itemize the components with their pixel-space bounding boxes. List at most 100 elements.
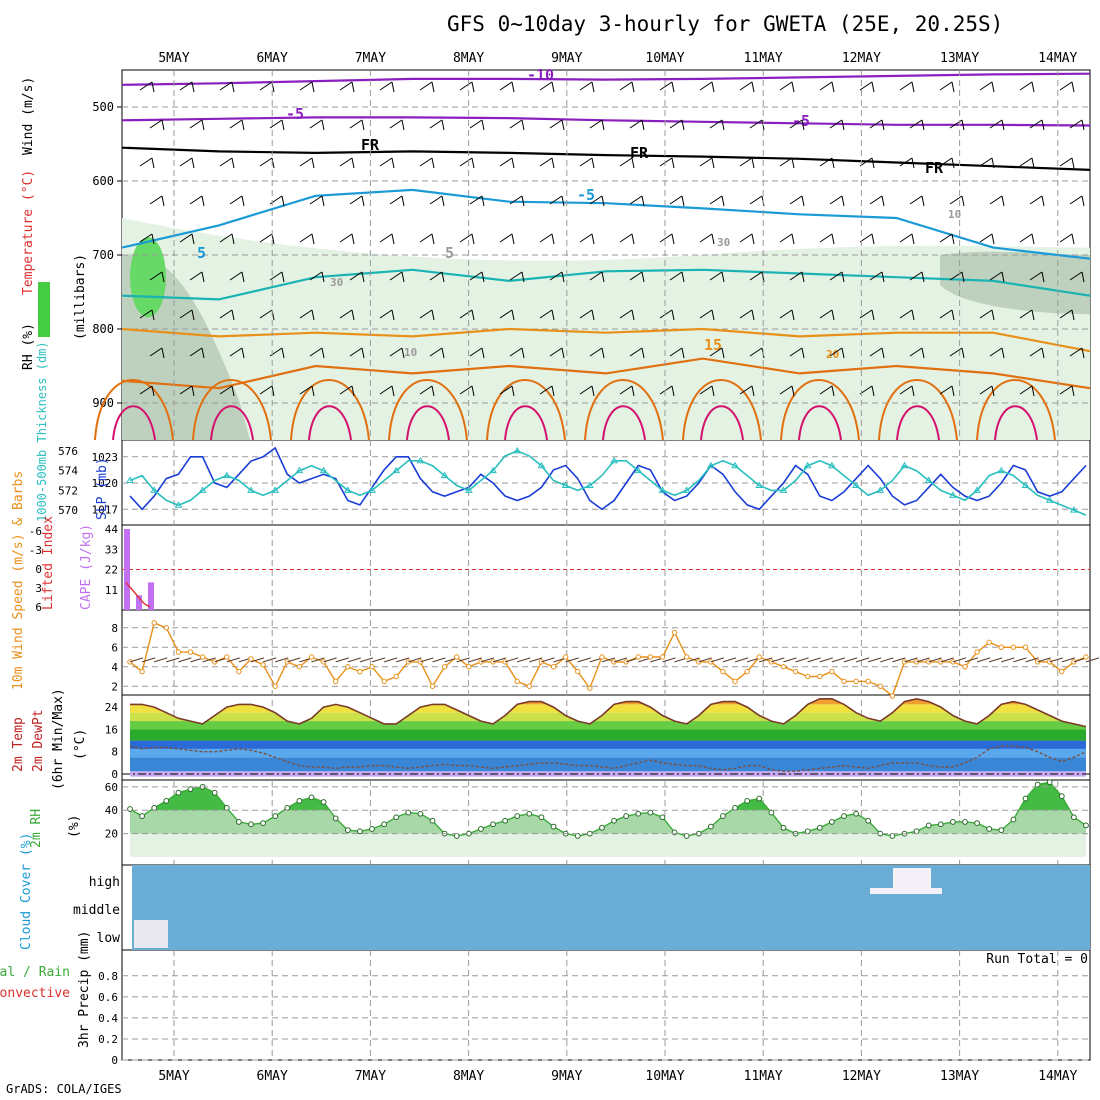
upper-wind-barb (349, 347, 365, 359)
barb-staff (1019, 233, 1033, 243)
upper-wind-barb (189, 271, 205, 283)
barb-staff (949, 195, 963, 205)
rh-point (344, 827, 351, 834)
wind-barb-10m (1061, 657, 1075, 663)
upper-wind-barb (1069, 119, 1085, 131)
barb-flag (791, 157, 795, 169)
barb-flag (831, 81, 835, 93)
rh-unit-label: (%) (67, 815, 82, 838)
rh-point (1010, 816, 1017, 823)
wind-barb-10m (262, 657, 277, 663)
thickness-point (368, 486, 376, 493)
barb-staff (469, 195, 483, 205)
barb-staff (309, 271, 323, 281)
upper-wind-barb (229, 271, 245, 283)
barb-flag (631, 157, 635, 169)
wind-speed-point (780, 664, 787, 670)
barb-flag (641, 347, 645, 359)
barb-flag (1071, 385, 1075, 397)
upper-wind-barb (909, 271, 925, 283)
barb-staff (389, 347, 403, 357)
barb-staff (579, 309, 593, 319)
barb-flag (1081, 119, 1085, 131)
barb-staff (149, 119, 163, 129)
thickness-point (1021, 481, 1030, 488)
rh-point (574, 833, 581, 839)
barb-flag (1071, 157, 1075, 169)
upper-wind-barb (1059, 309, 1075, 321)
upper-wind-barb (259, 385, 275, 397)
barb-flag (681, 271, 685, 283)
barb-staff (539, 157, 553, 167)
barb-staff (379, 233, 393, 243)
barb-staff (1029, 119, 1043, 129)
upper-wind-barb (539, 385, 555, 397)
barb-flag (1031, 233, 1035, 245)
upper-wind-barb (949, 195, 965, 207)
upper-wind-barb (259, 157, 275, 169)
upper-wind-barb (299, 81, 315, 93)
barb-flag (471, 157, 475, 169)
upper-wind-barb (1059, 385, 1075, 397)
barb-staff (939, 309, 953, 319)
barb-flag (921, 119, 925, 131)
thickness-point (973, 486, 981, 493)
footer-credit: GrADS: COLA/IGES (6, 1082, 122, 1096)
barb-staff (659, 81, 673, 91)
wind-barb-10m (722, 657, 737, 663)
barb-staff (629, 119, 643, 129)
wind-barb-10m (141, 657, 156, 663)
rh-point (841, 813, 847, 819)
thickness-point (1045, 496, 1054, 503)
upper-wind-barb (229, 195, 245, 207)
wind-barb-10m (347, 657, 361, 663)
barb-staff (1069, 271, 1083, 281)
cape-tick-label: 44 (105, 523, 119, 536)
isotherm-25-bump (976, 379, 1056, 441)
barb-staff (739, 81, 753, 91)
barb-flag (961, 347, 965, 359)
upper-wind-barb (179, 309, 195, 321)
barb-flag (631, 385, 635, 397)
wind-barb-10m (613, 657, 628, 663)
barb-flag (801, 271, 805, 283)
barb-flag (591, 233, 595, 245)
upper-wind-barb (339, 157, 355, 169)
rh-point (962, 819, 968, 825)
upper-wind-barb (779, 157, 795, 169)
rh-point (780, 824, 787, 831)
wind-speed-point (671, 629, 678, 636)
barb-staff (509, 119, 523, 129)
wind-barb-10m (517, 657, 531, 663)
wind-speed-point (732, 678, 738, 685)
barb-staff (909, 119, 923, 129)
barb-staff (979, 233, 993, 243)
barb-staff (1069, 347, 1083, 357)
thickness-point (198, 486, 207, 493)
upper-wind-barb (669, 347, 685, 359)
barb-flag (561, 271, 565, 283)
top-day-label: 6MAY (257, 51, 288, 66)
temp-color-band (130, 698, 1086, 705)
precip-tick-label: 0.4 (98, 1012, 118, 1025)
barb-staff (819, 385, 833, 395)
barb-flag (961, 195, 965, 207)
slp-line (129, 446, 1087, 511)
upper-wind-barb (1019, 385, 1035, 397)
barb-staff (749, 347, 763, 357)
barb-staff (259, 309, 273, 319)
cape-bar (148, 582, 154, 610)
barb-flag (951, 233, 955, 245)
upper-wind-barb (989, 195, 1005, 207)
barb-flag (551, 81, 555, 93)
wind-barb-10m (456, 657, 470, 663)
upper-wind-barb (579, 233, 595, 245)
rh-point (998, 827, 1005, 834)
thickness-line (129, 450, 1087, 516)
upper-wind-barb (549, 271, 565, 283)
wind-speed-point (466, 664, 472, 670)
barb-flag (471, 309, 475, 321)
barb-flag (231, 81, 235, 93)
barb-staff (189, 119, 203, 129)
barb-flag (161, 347, 165, 359)
